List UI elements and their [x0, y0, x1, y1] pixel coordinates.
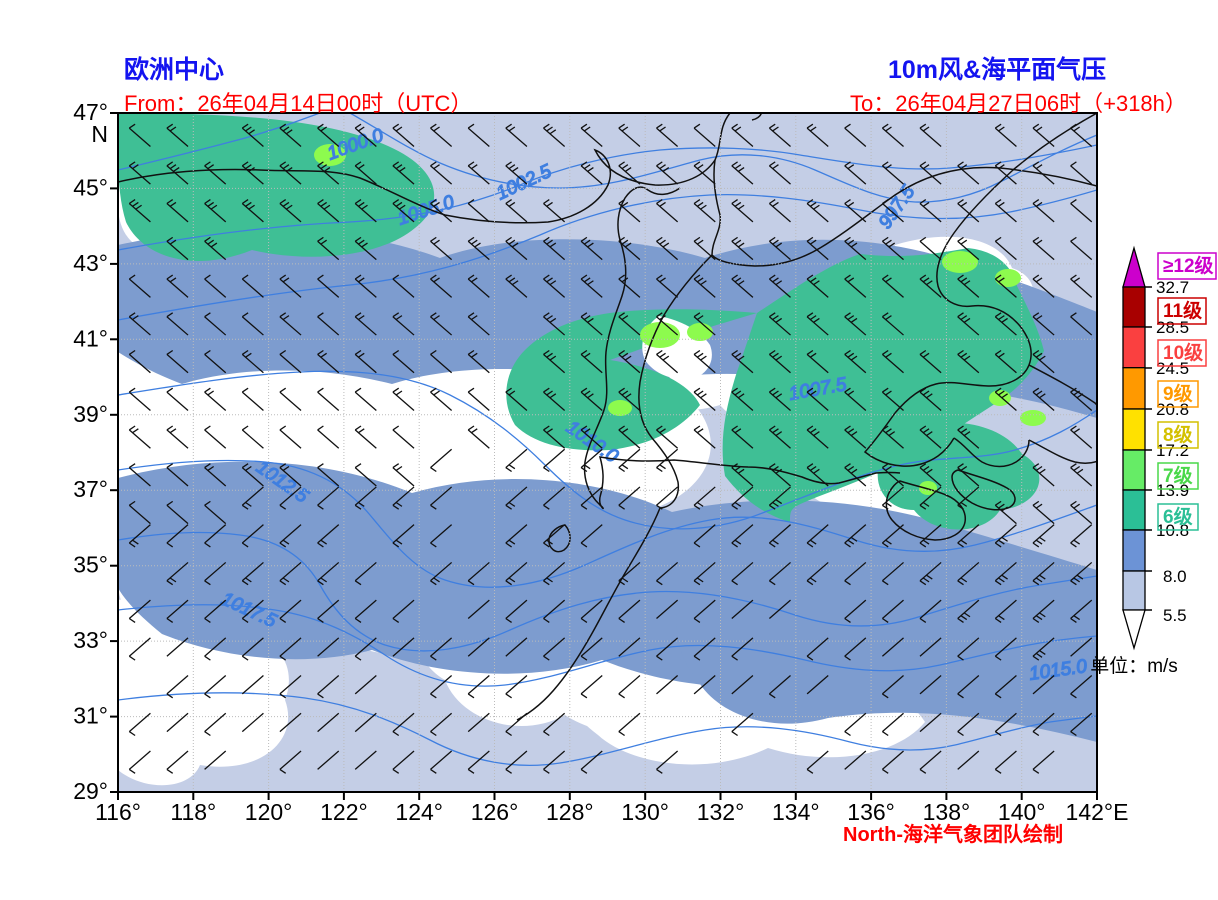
svg-text:32.7: 32.7 — [1156, 278, 1189, 297]
svg-text:124°: 124° — [395, 799, 443, 825]
svg-text:≥12级: ≥12级 — [1163, 254, 1214, 277]
svg-text:130°: 130° — [621, 799, 669, 825]
svg-text:118°: 118° — [170, 799, 216, 825]
svg-text:126°: 126° — [471, 799, 519, 825]
svg-text:31°: 31° — [73, 703, 108, 729]
svg-text:39°: 39° — [73, 401, 108, 427]
svg-text:33°: 33° — [73, 627, 108, 653]
svg-text:10级: 10级 — [1163, 341, 1203, 364]
svg-text:8级: 8级 — [1163, 423, 1193, 446]
svg-text:6级: 6级 — [1163, 505, 1193, 528]
svg-text:7级: 7级 — [1163, 464, 1193, 487]
svg-text:122°: 122° — [320, 799, 368, 825]
svg-text:单位：m/s: 单位：m/s — [1090, 655, 1178, 677]
svg-text:5.5: 5.5 — [1163, 606, 1187, 625]
svg-text:N: N — [91, 121, 108, 147]
svg-text:41°: 41° — [73, 325, 108, 351]
svg-text:120°: 120° — [245, 799, 293, 825]
svg-text:35°: 35° — [73, 552, 108, 578]
svg-text:128°: 128° — [546, 799, 594, 825]
svg-text:43°: 43° — [73, 250, 108, 276]
svg-text:37°: 37° — [73, 476, 108, 502]
svg-text:8.0: 8.0 — [1163, 567, 1187, 586]
svg-text:29°: 29° — [73, 778, 108, 804]
svg-text:142°E: 142°E — [1066, 799, 1129, 825]
svg-text:9级: 9级 — [1163, 382, 1193, 405]
svg-text:134°: 134° — [772, 799, 820, 825]
svg-text:132°: 132° — [697, 799, 745, 825]
svg-text:11级: 11级 — [1163, 299, 1202, 322]
svg-text:45°: 45° — [73, 174, 108, 200]
